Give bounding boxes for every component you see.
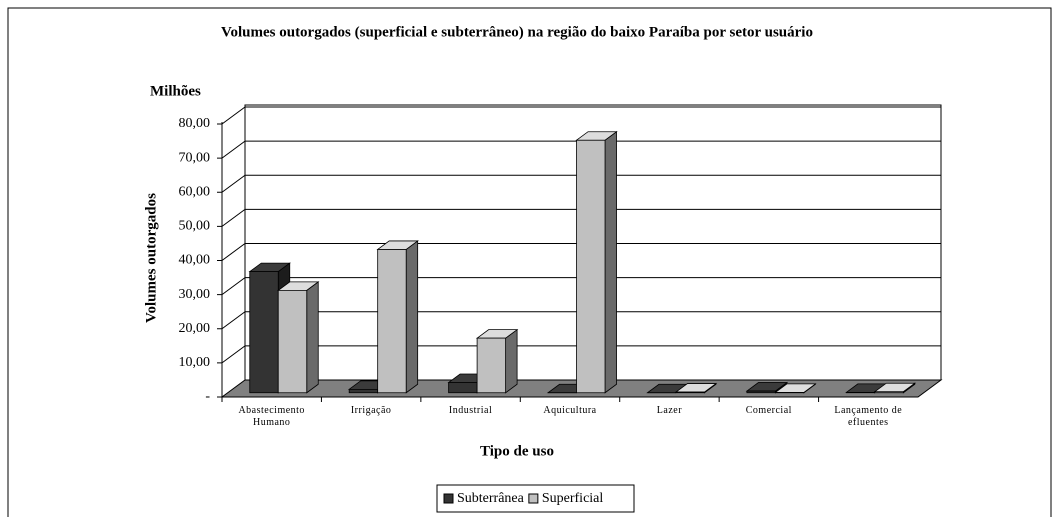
bar-face	[505, 328, 518, 394]
bar-face	[377, 249, 407, 394]
x-tick-label: Lazer	[656, 405, 683, 416]
bar-face	[306, 281, 319, 394]
x-tick-label: Comercial	[745, 405, 792, 416]
x-tick-label: Irrigação	[350, 405, 392, 416]
x-tick-label: Aquicultura	[543, 405, 597, 416]
bar-face	[576, 139, 606, 394]
y-tick-label: -	[205, 389, 210, 404]
grid-line	[221, 106, 246, 125]
grid-line	[221, 243, 246, 261]
x-axis-title: Tipo de uso	[480, 443, 554, 459]
bar-face	[746, 390, 776, 394]
unit-label: Milhões	[150, 83, 201, 99]
grid-line	[221, 311, 246, 330]
bar	[376, 240, 419, 394]
bar	[774, 383, 817, 394]
legend-swatch	[528, 493, 539, 504]
bar	[277, 281, 320, 394]
y-tick-label: 70,00	[179, 150, 211, 165]
grid-line	[221, 174, 246, 193]
bar-face	[348, 388, 379, 394]
legend-swatch	[443, 493, 454, 504]
y-tick-label: 40,00	[179, 253, 211, 268]
grid-line	[221, 208, 246, 227]
y-tick-label: 20,00	[179, 321, 211, 336]
bar-face	[476, 337, 507, 394]
bar-face	[448, 382, 478, 394]
y-tick-label: 80,00	[179, 116, 211, 131]
grid-line	[221, 277, 246, 296]
y-axis-title: Volumes outorgados	[143, 193, 159, 323]
y-tick-label: 60,00	[179, 184, 211, 199]
legend-label: Subterrânea	[457, 491, 525, 506]
bar	[475, 328, 519, 394]
bar	[575, 130, 618, 394]
bar-face	[249, 271, 279, 394]
y-tick-label: 50,00	[179, 219, 211, 234]
x-tick-label: Abastecimento Humano	[238, 405, 305, 428]
x-tick-label: Lançamento de efluentes	[834, 405, 903, 428]
bar	[873, 382, 917, 394]
y-tick-label: 30,00	[179, 287, 211, 302]
bar-face	[604, 130, 617, 394]
bar-face	[405, 240, 419, 394]
grid-line	[221, 140, 246, 159]
bar-face	[874, 391, 904, 394]
bar-face	[277, 289, 308, 394]
bar	[674, 382, 718, 394]
x-tick-label: Industrial	[448, 405, 493, 416]
bar-face	[675, 391, 705, 394]
legend-label: Superficial	[542, 491, 604, 506]
chart-title: Volumes outorgados (superficial e subter…	[221, 24, 813, 40]
grid-line	[221, 345, 246, 364]
chart-border	[7, 7, 1052, 517]
y-tick-label: 10,00	[179, 355, 211, 370]
